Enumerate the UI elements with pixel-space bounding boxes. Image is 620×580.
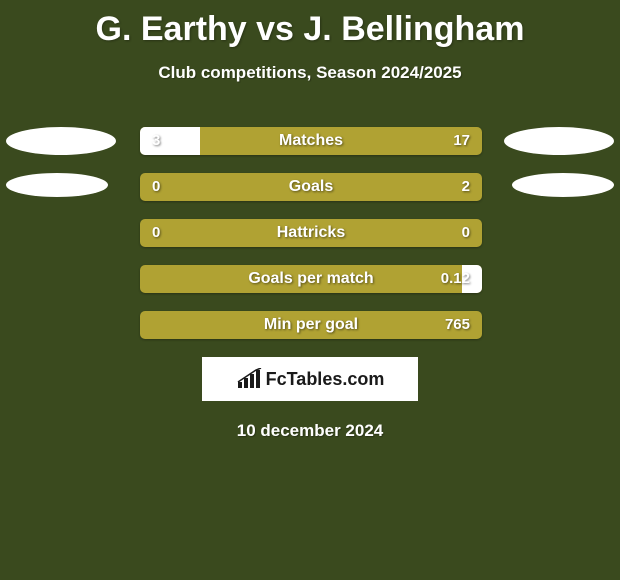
player-left-oval: [6, 173, 108, 197]
stat-label: Goals per match: [140, 265, 482, 293]
comparison-chart: 317Matches 02Goals 00Hattricks 0.12Goals pe…: [0, 127, 620, 339]
date-text: 10 december 2024: [0, 421, 620, 441]
stat-bar-track: 765Min per goal: [140, 311, 482, 339]
stat-row: 0.12Goals per match: [0, 265, 620, 293]
bar-chart-icon: [236, 368, 262, 390]
stat-row: 00Hattricks: [0, 219, 620, 247]
stat-label: Matches: [140, 127, 482, 155]
stat-bar-track: 0.12Goals per match: [140, 265, 482, 293]
page-subtitle: Club competitions, Season 2024/2025: [0, 63, 620, 83]
player-right-oval: [512, 173, 614, 197]
player-left-oval: [6, 127, 116, 155]
logo-text: FcTables.com: [266, 369, 385, 390]
stat-row: 765Min per goal: [0, 311, 620, 339]
stat-bar-track: 02Goals: [140, 173, 482, 201]
stat-row: 02Goals: [0, 173, 620, 201]
stat-row: 317Matches: [0, 127, 620, 155]
stat-bar-track: 00Hattricks: [140, 219, 482, 247]
page-title: G. Earthy vs J. Bellingham: [0, 0, 620, 49]
player-right-oval: [504, 127, 614, 155]
source-logo: FcTables.com: [202, 357, 418, 401]
stat-label: Min per goal: [140, 311, 482, 339]
stat-bar-track: 317Matches: [140, 127, 482, 155]
stat-label: Goals: [140, 173, 482, 201]
stat-label: Hattricks: [140, 219, 482, 247]
